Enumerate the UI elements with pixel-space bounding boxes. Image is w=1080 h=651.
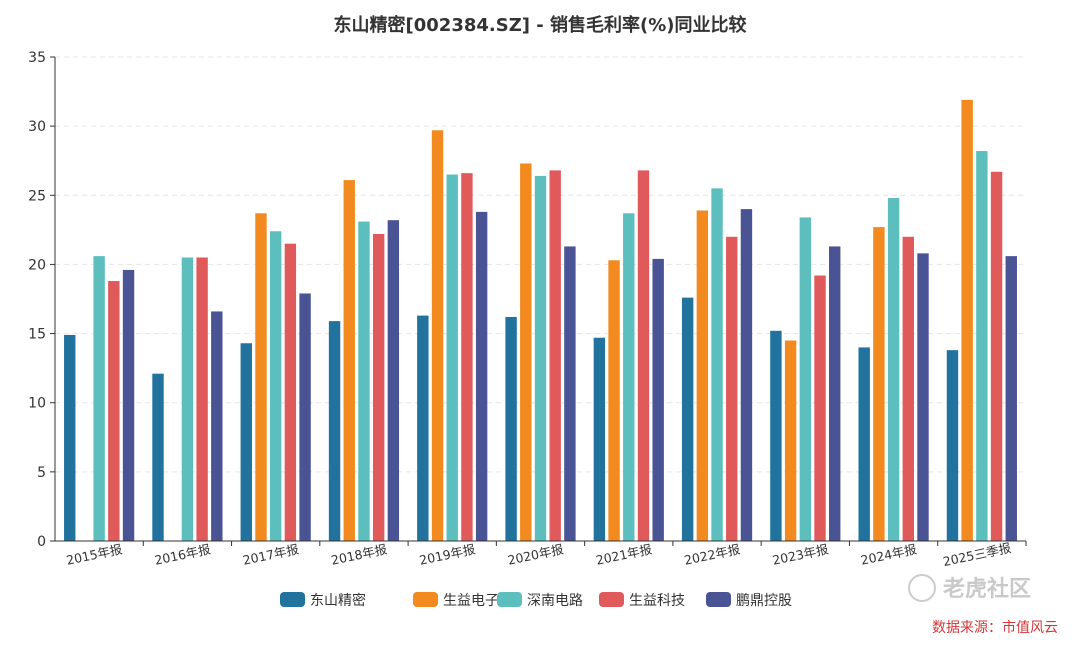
bar [358,221,370,541]
x-tick-label: 2017年报 [241,541,300,568]
tiger-logo-icon [908,574,936,602]
bar [902,236,914,541]
bar [461,173,473,541]
legend-item[interactable]: 东山精密 [280,592,366,609]
watermark-source-text: 数据来源：市值风云 [932,619,1058,636]
bar [961,99,973,542]
bar [284,243,297,541]
bar [431,130,444,541]
x-tick-label: 2015年报 [65,541,124,568]
bar [814,275,826,541]
watermark: 老虎社区 数据来源：市值风云 [908,574,1058,636]
bar [152,373,164,541]
bar [564,246,576,542]
bar [255,213,267,541]
x-tick-label: 2020年报 [506,541,565,568]
bar [976,151,988,541]
bar [505,316,517,541]
chart-title: 东山精密[002384.SZ] - 销售毛利率(%)同业比较 [334,14,747,36]
bar [799,217,812,541]
legend-item[interactable]: 生益电子 [413,592,499,609]
x-tick-label: 2019年报 [418,541,477,568]
bar [328,321,341,541]
axes [54,57,1026,542]
x-tick-label: 2016年报 [153,541,212,568]
bar [93,256,105,541]
bar [446,174,458,542]
bar [990,171,1003,541]
y-axis-ticks: 0 5 10 15 20 25 30 35 [28,50,55,550]
x-tick-label: 2024年报 [859,541,918,568]
bar [637,170,650,541]
bar [711,188,723,541]
bar [520,163,532,542]
legend-label: 深南电路 [527,593,583,609]
bar [696,210,709,542]
bar [858,347,870,541]
y-tick-label: 30 [28,119,46,135]
bar [593,337,606,541]
bar [726,236,738,541]
bar [549,170,561,541]
watermark-logo-text: 老虎社区 [942,576,1031,602]
bar [387,220,400,542]
legend-swatch [599,592,624,607]
x-tick-label: 2025三季报 [941,540,1012,569]
bar [829,246,841,542]
x-tick-label: 2022年报 [683,541,742,568]
legend-label: 鹏鼎控股 [736,593,792,609]
bar [608,260,620,541]
y-tick-label: 15 [28,327,46,343]
bar [240,343,252,541]
x-axis-ticks: 2015年报 2016年报 2017年报 2018年报 2019年报 2020年报 2021… [65,540,1027,569]
legend-swatch [497,592,522,607]
bar [1005,256,1017,541]
bar [740,209,753,541]
y-tick-label: 10 [28,396,46,412]
bar [946,350,959,541]
bar [343,180,355,541]
x-tick-label: 2021年报 [594,541,653,568]
legend-swatch [280,592,305,607]
bar [64,334,76,541]
x-tick-label: 2018年报 [330,541,389,568]
legend-label: 生益电子 [443,593,499,609]
bar [196,257,208,541]
bar [887,198,900,541]
y-tick-label: 25 [28,188,46,204]
bars [64,99,1017,542]
x-tick-label: 2023年报 [771,541,830,568]
bar [652,258,664,541]
legend-label: 东山精密 [310,592,366,609]
legend[interactable]: 东山精密 生益电子 深南电路 生益科技 鹏鼎控股 [280,592,792,609]
bar [181,257,194,541]
legend-swatch [706,592,731,607]
bar [623,213,635,541]
y-tick-label: 35 [28,50,46,66]
bar [534,175,547,541]
bar [770,330,782,541]
bar [681,297,694,541]
bar [417,315,429,541]
legend-item[interactable]: 生益科技 [599,592,685,609]
y-tick-label: 20 [28,257,46,273]
legend-item[interactable]: 深南电路 [497,592,583,609]
bar [211,311,223,541]
bar [784,340,797,541]
bar [299,293,311,541]
bar [475,211,488,541]
legend-swatch [413,592,438,607]
bar [372,234,385,541]
bar [122,269,135,541]
bar [917,253,929,541]
y-tick-label: 0 [37,534,46,550]
legend-label: 生益科技 [629,593,685,609]
bar [873,227,885,541]
bar [108,281,120,541]
bar [269,231,282,542]
y-tick-label: 5 [37,465,46,481]
legend-item[interactable]: 鹏鼎控股 [706,592,792,609]
